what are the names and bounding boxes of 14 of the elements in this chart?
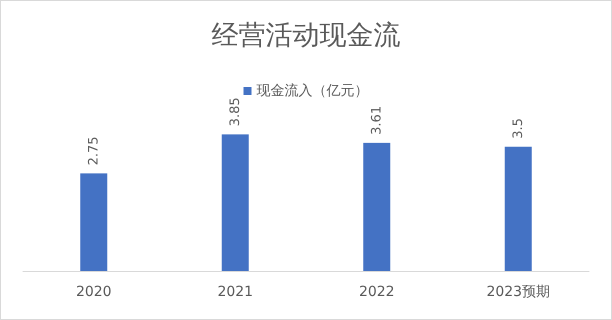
data-label: 3.85 (228, 97, 243, 126)
bar (363, 142, 390, 271)
bar (222, 134, 249, 271)
x-tick-label: 2021 (217, 284, 254, 300)
x-tick-label: 2023预期 (486, 284, 550, 300)
data-label: 2.75 (86, 136, 102, 166)
legend-label: 现金流入（亿元） (256, 83, 368, 99)
data-label: 3.61 (369, 106, 384, 135)
chart-title: 经营活动现金流 (212, 20, 400, 51)
data-label: 3.5 (510, 118, 526, 139)
bar (80, 173, 108, 271)
x-tick-label: 2020 (76, 284, 112, 300)
bar (504, 146, 532, 271)
x-tick-label: 2022 (358, 284, 395, 300)
